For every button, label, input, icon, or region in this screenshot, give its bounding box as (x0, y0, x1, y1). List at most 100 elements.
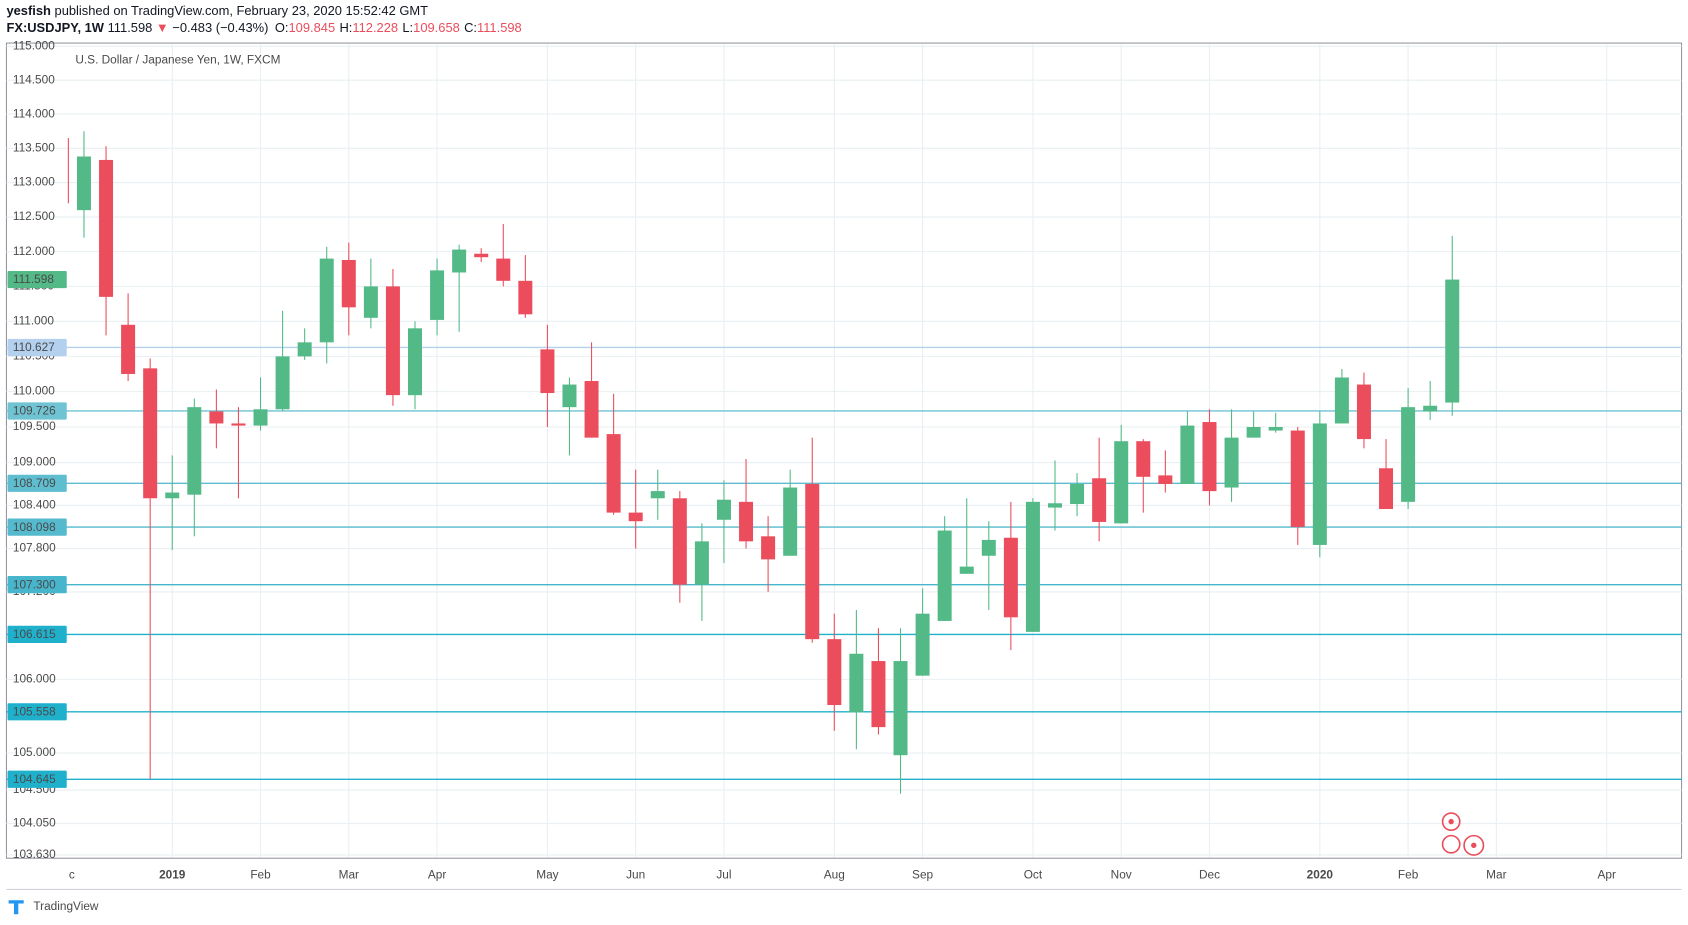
candle-body (1180, 425, 1195, 484)
candle-body (1334, 377, 1349, 424)
y-tick-label: 114.000 (13, 106, 55, 120)
level-label: 111.598 (13, 272, 54, 286)
candle-body (716, 499, 731, 520)
chart-icons (1441, 812, 1485, 856)
level-label: 108.098 (13, 520, 56, 534)
level-label: 107.300 (13, 577, 56, 591)
candle-body (275, 356, 290, 410)
candle-body (628, 512, 643, 522)
y-tick-label: 114.500 (13, 72, 55, 86)
x-tick-label: 2019 (159, 868, 186, 882)
y-tick-label: 106.000 (13, 671, 56, 685)
candle-body (1158, 475, 1173, 484)
chart-title: U.S. Dollar / Japanese Yen, 1W, FXCM (75, 52, 280, 66)
candle-body (540, 349, 555, 394)
y-tick-label: 110.000 (13, 384, 55, 398)
candle-body (1048, 503, 1062, 508)
y-tick-label: 104.050 (13, 816, 56, 830)
candle-body (893, 661, 908, 756)
plot-frame (5, 42, 1683, 859)
y-tick-label: 103.630 (13, 847, 56, 861)
x-tick-label: Jul (716, 868, 731, 882)
candle-body (1268, 427, 1283, 431)
x-tick-label: 2020 (1307, 868, 1334, 882)
candle-body (783, 487, 798, 556)
candle-body (959, 566, 974, 574)
x-tick-label: Aug (824, 868, 845, 882)
candle-body (805, 483, 820, 640)
x-tick-label: Apr (1598, 868, 1616, 882)
ohlc-value: 111.598 (477, 20, 522, 35)
candle-body (1114, 441, 1129, 524)
x-tick-label: Mar (1486, 868, 1506, 882)
y-tick-label: 111.000 (13, 313, 54, 327)
candle-body (474, 253, 489, 258)
level-label: 108.709 (13, 476, 56, 490)
candle-body (67, 138, 69, 204)
candle-body (1401, 407, 1416, 502)
candle-body (408, 328, 422, 396)
x-tick-label: Sep (912, 868, 933, 882)
candle-body (1003, 537, 1018, 618)
candle-body (1202, 422, 1217, 492)
candle-body (937, 530, 952, 621)
y-tick-label: 107.800 (13, 541, 56, 555)
candle-body (584, 381, 599, 438)
direction: ▼ (156, 20, 169, 35)
candle-body (1312, 423, 1327, 545)
candle-body (1224, 437, 1239, 488)
y-tick-label: 113.000 (13, 175, 55, 189)
candle-body (341, 259, 356, 308)
y-tick-label: 109.000 (13, 455, 56, 469)
ohlc-value: 112.228 (352, 20, 398, 35)
candle-body (672, 498, 687, 585)
level-label: 109.726 (13, 404, 56, 418)
candle-body (739, 501, 754, 542)
ohlc-label: L: (402, 20, 413, 35)
candle-body (915, 613, 930, 676)
ohlc-value: 109.658 (413, 20, 460, 35)
x-tick-label: Nov (1111, 868, 1132, 882)
candle-body (385, 286, 400, 396)
level-tag (7, 703, 67, 721)
ohlc-value: 109.845 (289, 20, 336, 35)
x-tick-label: c (69, 868, 75, 882)
candle-body (1025, 501, 1040, 632)
level-label: 105.558 (13, 704, 56, 718)
candle-body (231, 423, 246, 426)
candle-body (827, 639, 842, 706)
y-tick-label: 115.000 (13, 38, 55, 52)
brand-logo (8, 900, 24, 915)
candle-body (606, 434, 621, 513)
candle-body (496, 258, 511, 281)
x-tick-label: May (536, 868, 558, 882)
candle-body (143, 368, 158, 499)
candle-body (1356, 384, 1371, 440)
ohlc-label: O: (275, 20, 289, 35)
candle-body (452, 249, 467, 273)
author: yesfish (6, 3, 51, 18)
level-label: 110.627 (13, 340, 55, 354)
candle-body (253, 409, 268, 426)
level-tag (7, 270, 67, 289)
candle-body (1246, 427, 1261, 438)
candle-body (363, 286, 378, 318)
x-tick-label: Oct (1024, 868, 1043, 882)
candle-body (650, 491, 665, 499)
candle-body (694, 541, 709, 585)
y-tick-label: 113.500 (13, 140, 55, 154)
candle-body (761, 536, 776, 560)
candle-body (518, 280, 533, 315)
last: 111.598 (108, 20, 153, 35)
x-tick-label: Feb (1398, 868, 1419, 882)
level-tag (7, 518, 67, 536)
candle-body (209, 411, 224, 424)
change: −0.483 (−0.43%) (172, 20, 268, 35)
candle-body (1136, 441, 1151, 477)
published: published on TradingView.com, February 2… (55, 3, 429, 18)
candle-body (1070, 483, 1085, 504)
candle-body (849, 653, 864, 713)
candle-body (1379, 468, 1394, 510)
